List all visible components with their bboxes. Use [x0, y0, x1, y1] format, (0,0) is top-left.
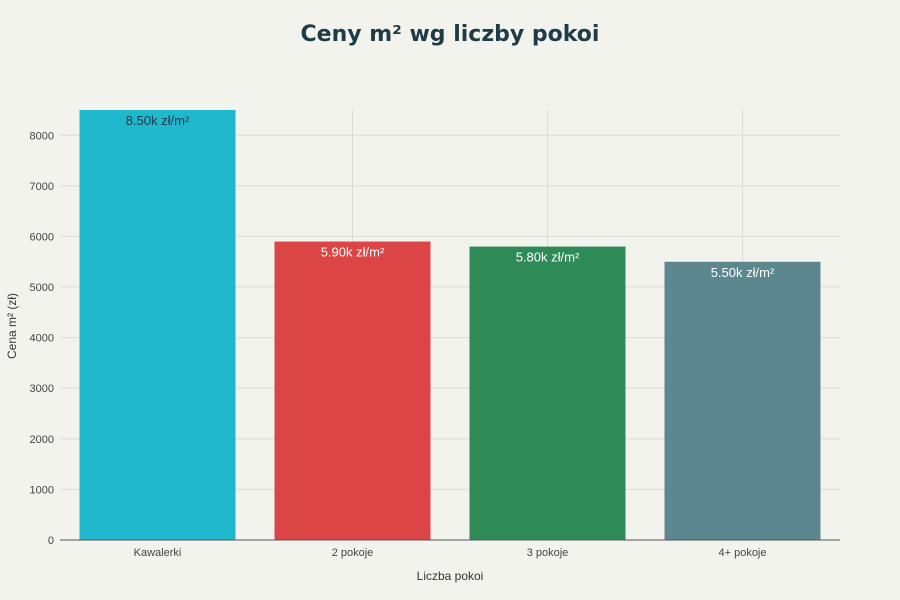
bar-labels: 8.50k zł/m² 5.90k zł/m² 5.80k zł/m² 5.50k z…	[126, 113, 775, 280]
x-axis-title: Liczba pokoi	[417, 569, 484, 583]
y-tick-label: 6000	[30, 231, 54, 243]
x-tick-label: 3 pokoje	[527, 547, 569, 559]
chart-title: Ceny m² wg liczby pokoi	[300, 22, 600, 47]
bar-3-pokoje	[469, 246, 626, 540]
bars	[79, 110, 821, 540]
bar-data-label: 8.50k zł/m²	[126, 113, 190, 128]
bar-4-pokoje	[664, 261, 821, 540]
bar-data-label: 5.80k zł/m²	[516, 250, 580, 265]
y-tick-label: 7000	[30, 181, 54, 193]
bar-2-pokoje	[274, 241, 431, 540]
y-tick-label: 1000	[30, 484, 54, 496]
x-tick-label: Kawalerki	[134, 547, 182, 559]
y-tick-label: 3000	[30, 383, 54, 395]
y-tick-label: 4000	[30, 333, 54, 345]
y-tick-label: 5000	[30, 282, 54, 294]
y-axis-title: Cena m² (zł)	[5, 293, 19, 359]
bar-kawalerki	[79, 110, 236, 540]
axes: 0 1000 2000 3000 4000 5000 6000 7000 8000 Kawaler…	[30, 130, 840, 559]
x-tick-label: 2 pokoje	[332, 547, 374, 559]
y-tick-label: 8000	[30, 130, 54, 142]
x-tick-label: 4+ pokoje	[718, 547, 766, 559]
y-tick-label: 0	[48, 535, 54, 547]
bar-data-label: 5.90k zł/m²	[321, 245, 385, 260]
bar-data-label: 5.50k zł/m²	[711, 265, 775, 280]
y-tick-label: 2000	[30, 434, 54, 446]
